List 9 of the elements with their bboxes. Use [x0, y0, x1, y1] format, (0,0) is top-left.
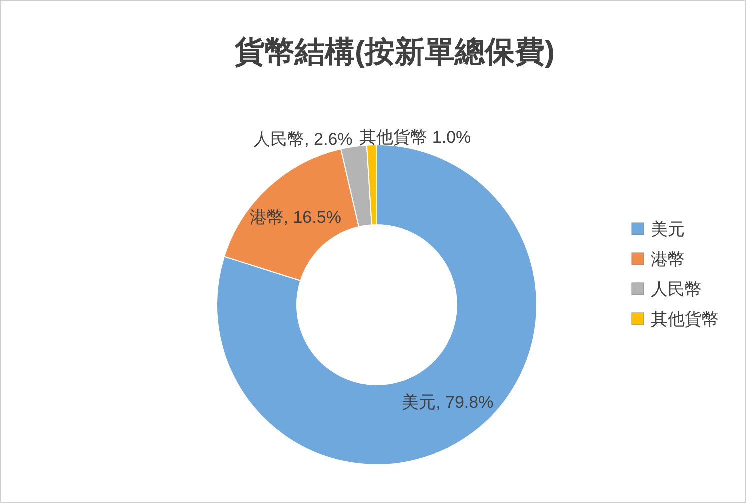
chart-title: 貨幣結構(按新單總保費) [234, 35, 555, 69]
legend-label: 港幣 [651, 250, 685, 269]
data-label: 其他貨幣 1.0% [360, 128, 472, 148]
legend-label: 美元 [651, 220, 685, 239]
data-label: 港幣, 16.5% [250, 208, 342, 227]
legend-label: 人民幣 [651, 280, 702, 299]
data-label: 美元, 79.8% [402, 392, 494, 412]
legend-label: 其他貨幣 [651, 310, 719, 329]
data-label: 人民幣, 2.6% [254, 130, 353, 149]
